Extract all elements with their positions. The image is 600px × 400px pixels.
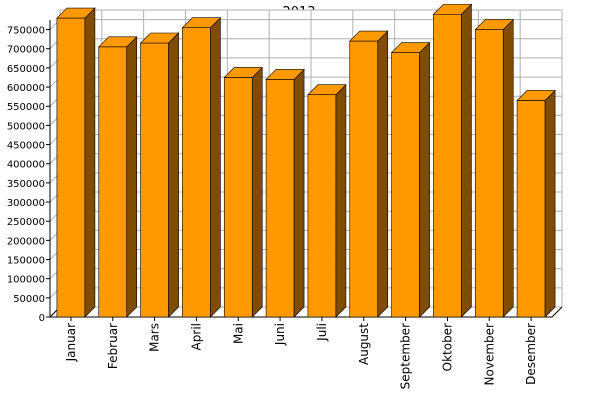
bar <box>56 7 96 318</box>
bar-front-face <box>516 100 546 318</box>
x-tick-label: Mai <box>231 323 245 344</box>
bars-layer <box>56 3 556 318</box>
bar-side-face <box>377 30 389 318</box>
bar-side-face <box>419 41 430 318</box>
x-axis-line <box>50 306 563 318</box>
y-tick-label: 700000 <box>7 45 45 56</box>
bar-front-face <box>391 52 420 318</box>
y-axis-tick-labels: 0 50000 100000 150000 200000 250000 300000 3500… <box>7 26 45 324</box>
x-tick-label: Januar <box>64 323 78 362</box>
bar-front-face <box>223 77 253 318</box>
bar <box>516 89 556 318</box>
x-axis-tick-labels: Januar Februar Mars April Mai Juni Juli August S… <box>64 323 538 390</box>
bar-side-face <box>544 89 556 318</box>
x-tick-label: Juni <box>273 323 287 346</box>
bar-top-face <box>432 3 473 15</box>
y-tick-label: 400000 <box>7 160 45 171</box>
bar-top-face <box>223 67 263 78</box>
bar-top-face <box>181 17 222 28</box>
bar <box>265 68 305 318</box>
y-tick-label: 750000 <box>7 26 45 37</box>
bar <box>181 16 222 318</box>
y-tick-label: 550000 <box>7 102 45 113</box>
bar <box>390 41 431 318</box>
bar-side-face <box>502 18 514 318</box>
bar-side-face <box>126 36 138 318</box>
y-tick-label: 500000 <box>7 121 45 132</box>
y-tick-label: 300000 <box>7 198 45 209</box>
x-tick-label: September <box>399 323 413 389</box>
bar-side-face <box>168 32 179 318</box>
y-tick-label: 600000 <box>7 83 45 94</box>
y-tick-label: 50000 <box>13 294 45 305</box>
y-tick-label: 650000 <box>7 64 45 75</box>
bar <box>307 84 347 318</box>
x-tick-label: Mars <box>148 323 162 352</box>
bar <box>223 66 263 318</box>
x-tick-label: November <box>482 323 496 385</box>
bar <box>98 36 138 318</box>
x-tick-label: Februar <box>106 323 120 369</box>
bar-front-face <box>307 94 337 318</box>
bar-top-face <box>516 90 556 101</box>
bar <box>474 18 514 318</box>
bar <box>349 30 389 318</box>
bar-front-face <box>433 13 462 318</box>
y-tick-label: 0 <box>39 313 45 324</box>
bar <box>139 32 180 318</box>
bar-top-face <box>56 7 96 19</box>
y-tick-label: 100000 <box>7 275 45 286</box>
y-tick-label: 450000 <box>7 141 45 152</box>
y-tick-label: 250000 <box>7 217 45 228</box>
x-tick-label: Desember <box>524 323 538 385</box>
bar-front-face <box>182 27 211 318</box>
bar-side-face <box>84 7 96 318</box>
bar-top-face <box>474 19 514 30</box>
bar-front-face <box>140 42 169 318</box>
bar-front-face <box>98 46 128 318</box>
bar-side-face <box>251 66 263 318</box>
y-tick-label: 150000 <box>7 256 45 267</box>
bar-front-face <box>474 29 504 318</box>
y-tick-label: 200000 <box>7 236 45 247</box>
axis-layer <box>46 20 563 321</box>
bar-front-face <box>265 79 295 318</box>
bar-side-face <box>293 68 305 318</box>
bar-top-face <box>349 30 389 42</box>
x-tick-label: Oktober <box>440 323 454 371</box>
y-tick-label: 350000 <box>7 179 45 190</box>
bar-side-face <box>461 3 472 318</box>
bar-front-face <box>56 17 86 318</box>
bar-side-face <box>335 84 347 318</box>
bar-side-face <box>210 16 221 318</box>
x-tick-label: Juli <box>315 323 329 342</box>
bar <box>432 3 473 318</box>
bar-top-face <box>390 42 431 53</box>
x-tick-label: April <box>189 323 203 350</box>
bar-front-face <box>349 40 379 318</box>
x-tick-label: August <box>357 323 371 365</box>
bar-top-face <box>307 84 347 96</box>
bar-top-face <box>98 36 138 48</box>
bar-top-face <box>265 69 305 80</box>
bar-top-face <box>139 32 180 44</box>
